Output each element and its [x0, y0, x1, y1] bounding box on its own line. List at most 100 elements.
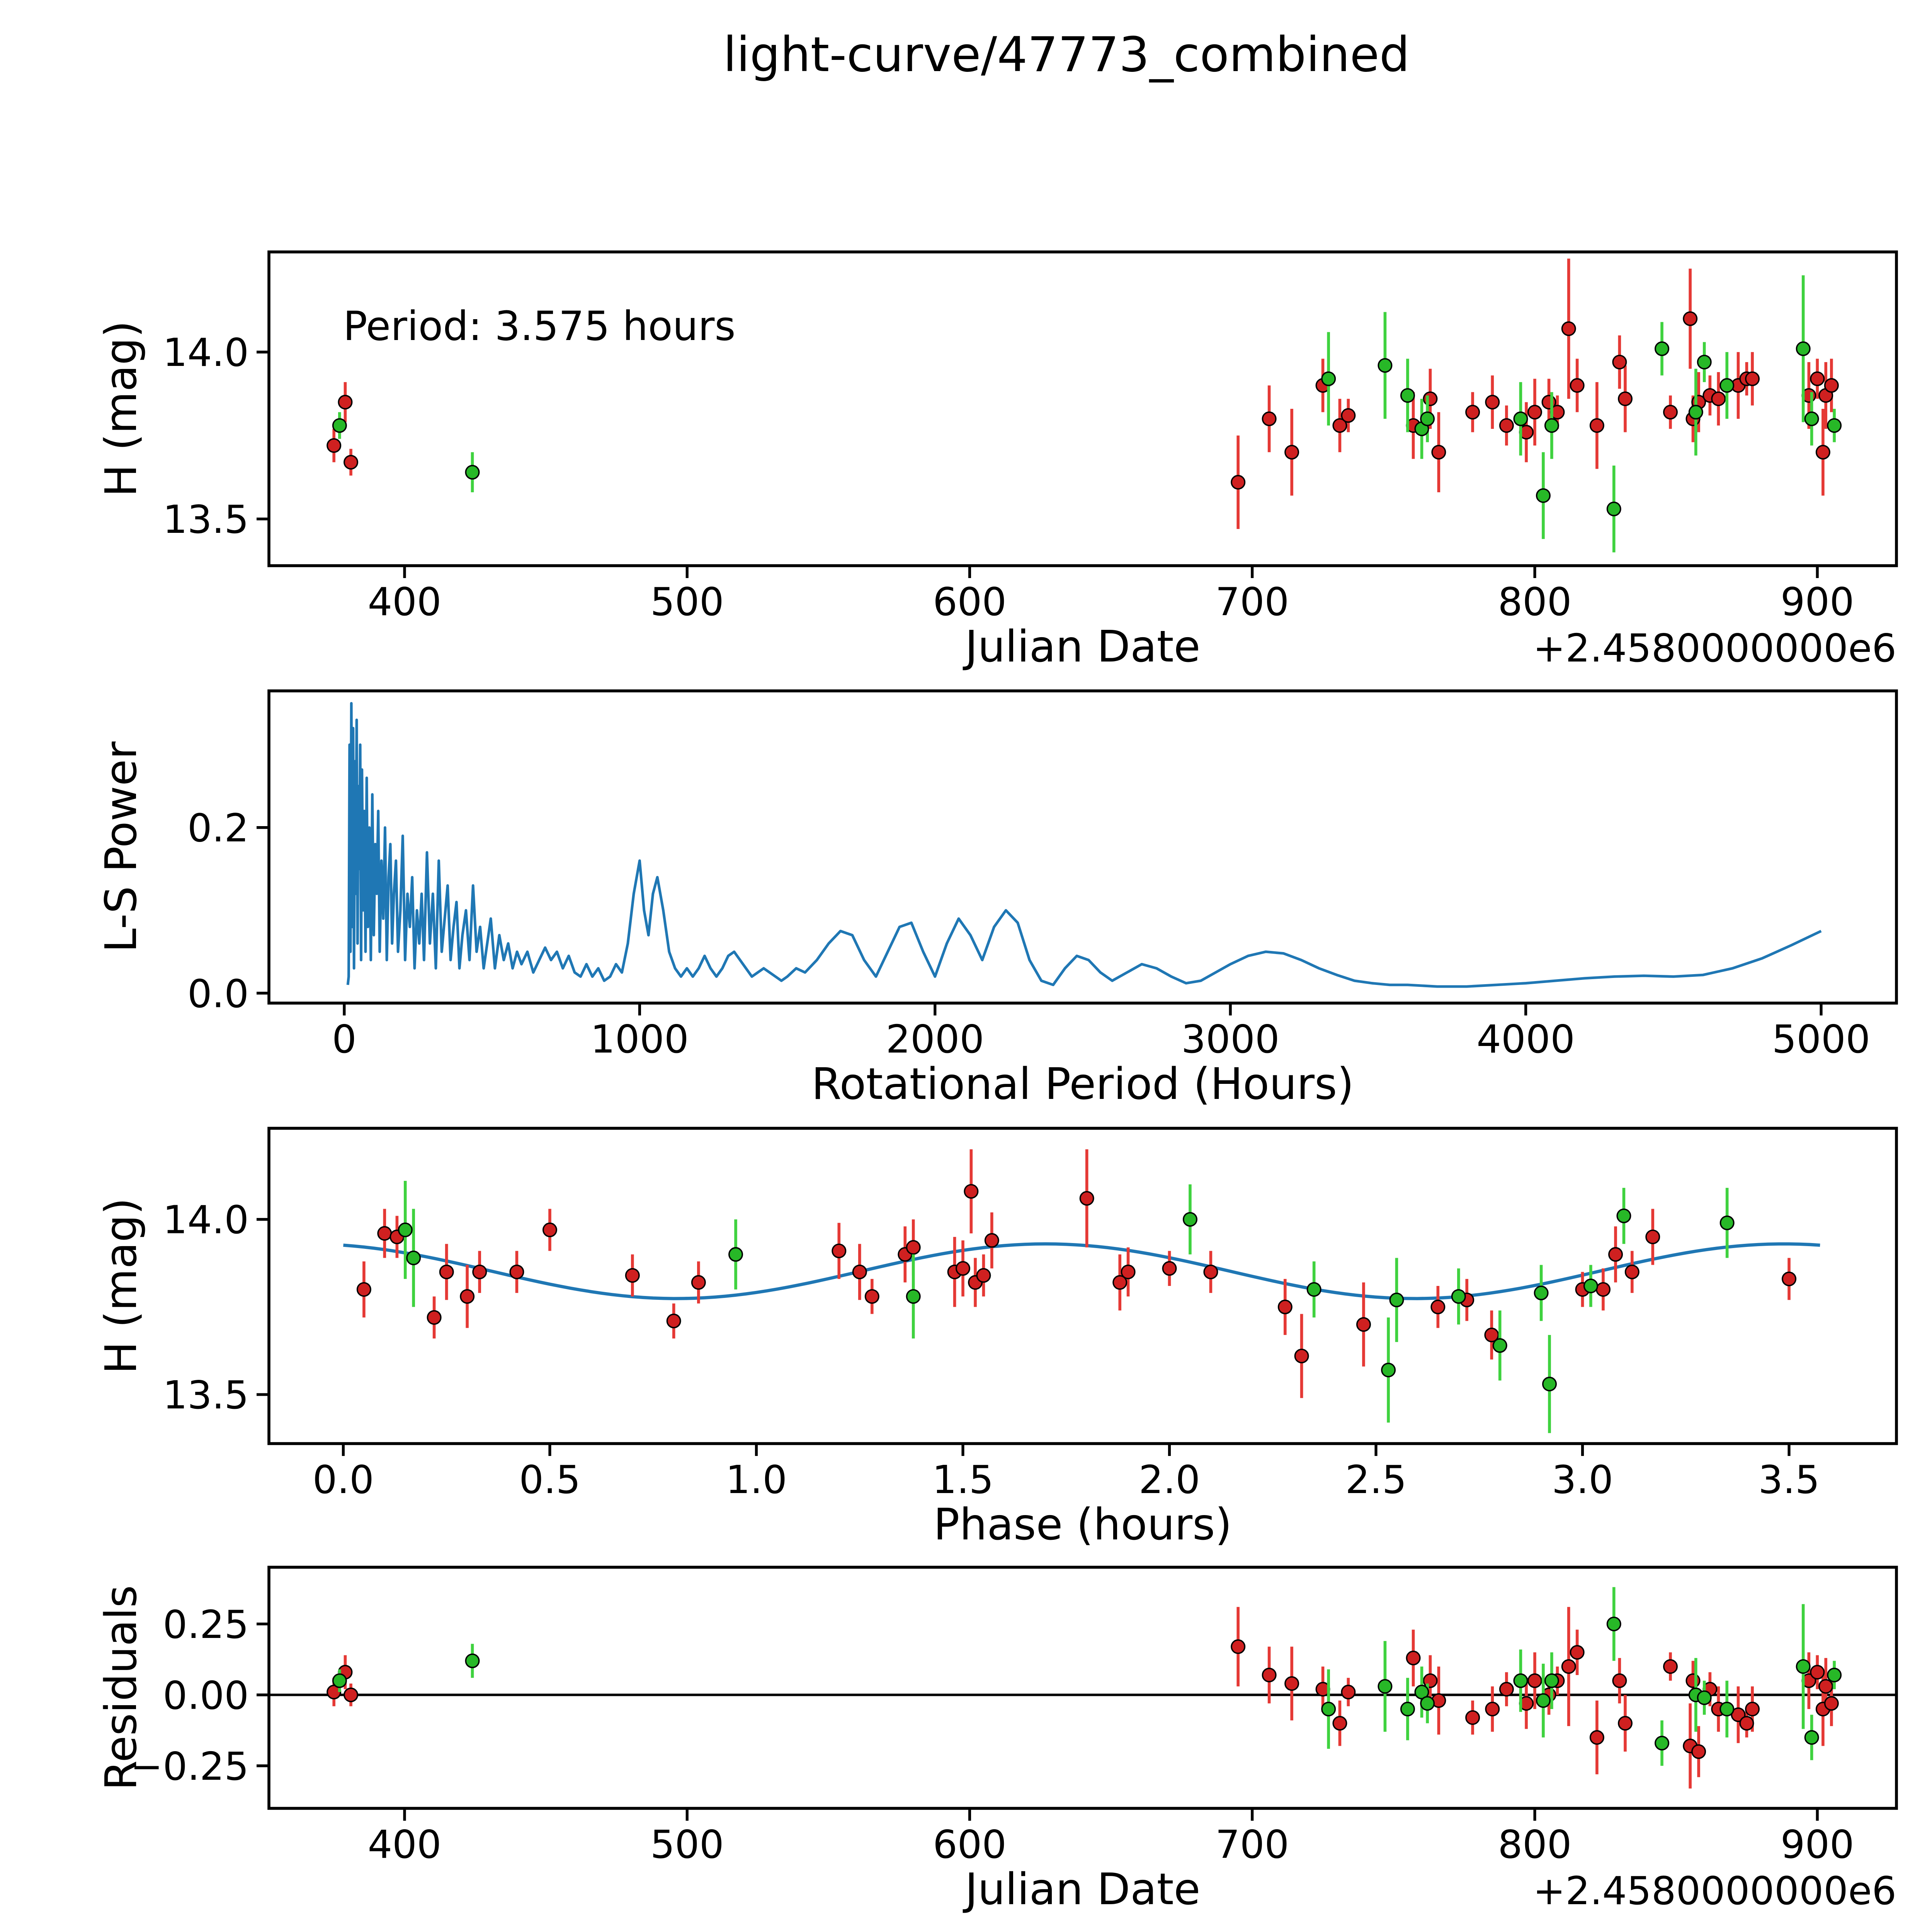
- data-point: [1484, 1327, 1499, 1342]
- y-axis-label: H (mag): [96, 321, 146, 497]
- data-point: [1534, 1286, 1549, 1301]
- data-point: [1544, 1673, 1559, 1688]
- data-point: [1465, 405, 1480, 420]
- data-point: [1431, 445, 1446, 460]
- data-point: [1745, 1702, 1760, 1717]
- series-green: [332, 1587, 1842, 1766]
- data-point: [1617, 1716, 1633, 1731]
- y-tick-label: 13.5: [163, 1372, 249, 1418]
- data-point: [542, 1222, 557, 1237]
- x-tick-label: 3000: [1181, 1017, 1280, 1062]
- axes-frame: [267, 689, 1898, 1005]
- data-point: [1663, 405, 1678, 420]
- series-red: [356, 1149, 1797, 1398]
- data-point: [1400, 388, 1415, 403]
- axes-frame: [267, 1566, 1898, 1810]
- data-point: [1570, 378, 1585, 393]
- y-tick-label: 0.25: [163, 1602, 249, 1647]
- data-point: [1810, 371, 1825, 386]
- data-point: [1685, 1673, 1701, 1688]
- x-tick-label: 1000: [590, 1017, 689, 1062]
- data-point: [1231, 475, 1246, 490]
- data-point: [1121, 1264, 1136, 1279]
- x-axis-label: Rotational Period (Hours): [811, 1059, 1354, 1109]
- data-point: [1341, 408, 1356, 423]
- data-point: [1321, 371, 1336, 386]
- data-point: [1430, 1299, 1446, 1315]
- data-point: [906, 1240, 921, 1255]
- data-point: [465, 465, 480, 480]
- data-point: [1606, 502, 1621, 517]
- data-point: [1655, 1736, 1670, 1751]
- x-tick-label: 600: [933, 1822, 1007, 1867]
- data-point: [1612, 355, 1627, 370]
- data-point: [1262, 411, 1277, 426]
- data-point: [1583, 1279, 1598, 1294]
- data-point: [1697, 1690, 1712, 1705]
- data-point: [1824, 378, 1839, 393]
- data-point: [344, 1687, 359, 1702]
- data-point: [852, 1264, 867, 1279]
- data-point: [1745, 371, 1760, 386]
- data-point: [1356, 1317, 1371, 1332]
- data-point: [1544, 418, 1559, 433]
- data-point: [1465, 1710, 1480, 1725]
- data-point: [1381, 1362, 1396, 1378]
- data-point: [427, 1310, 442, 1325]
- data-point: [1332, 418, 1347, 433]
- data-point: [1378, 1679, 1393, 1694]
- data-point: [1827, 1667, 1842, 1682]
- x-tick-label: 3.5: [1759, 1457, 1820, 1502]
- data-point: [1306, 1282, 1321, 1297]
- data-point: [332, 418, 347, 433]
- y-tick-label: 14.0: [163, 1197, 249, 1243]
- y-axis-label: Residuals: [96, 1585, 146, 1790]
- data-point: [1606, 1616, 1621, 1631]
- data-point: [1492, 1338, 1507, 1353]
- data-point: [439, 1264, 454, 1279]
- x-axis-label: Julian Date: [963, 1864, 1200, 1915]
- data-point: [1284, 445, 1299, 460]
- data-point: [1570, 1645, 1585, 1660]
- data-point: [984, 1233, 999, 1248]
- data-point: [1617, 391, 1633, 406]
- data-point: [1663, 1659, 1678, 1674]
- data-point: [1818, 1679, 1833, 1694]
- data-point: [1079, 1191, 1094, 1206]
- data-point: [906, 1289, 921, 1304]
- data-point: [1655, 341, 1670, 356]
- data-point: [1711, 391, 1726, 406]
- data-point: [1827, 418, 1842, 433]
- axes-frame: [267, 1127, 1898, 1445]
- x-tick-label: 400: [368, 579, 442, 624]
- data-point: [1719, 1215, 1735, 1230]
- data-point: [976, 1268, 991, 1283]
- x-tick-label: 2.5: [1345, 1457, 1406, 1502]
- series-red: [327, 1607, 1839, 1789]
- data-point: [1420, 1696, 1435, 1711]
- data-point: [1294, 1349, 1309, 1364]
- data-point: [1683, 311, 1698, 326]
- data-point: [1691, 1744, 1706, 1759]
- data-point: [1561, 1659, 1576, 1674]
- data-point: [1719, 378, 1735, 393]
- x-axis-label: Phase (hours): [934, 1500, 1232, 1550]
- data-point: [1231, 1639, 1246, 1654]
- data-point: [864, 1289, 879, 1304]
- x-tick-label: 2.0: [1139, 1457, 1200, 1502]
- data-point: [1182, 1212, 1197, 1227]
- data-point: [1645, 1230, 1660, 1245]
- data-point: [1804, 1730, 1819, 1745]
- data-point: [1485, 395, 1500, 410]
- y-tick-label: 0.2: [187, 806, 249, 851]
- x-tick-label: 0.0: [313, 1457, 374, 1502]
- data-point: [1739, 1716, 1754, 1731]
- data-point: [356, 1282, 371, 1297]
- data-point: [1796, 1659, 1811, 1674]
- data-point: [1612, 1673, 1627, 1688]
- data-point: [1527, 1673, 1543, 1688]
- x-tick-label: 1.5: [932, 1457, 993, 1502]
- y-axis-label: H (mag): [96, 1198, 146, 1374]
